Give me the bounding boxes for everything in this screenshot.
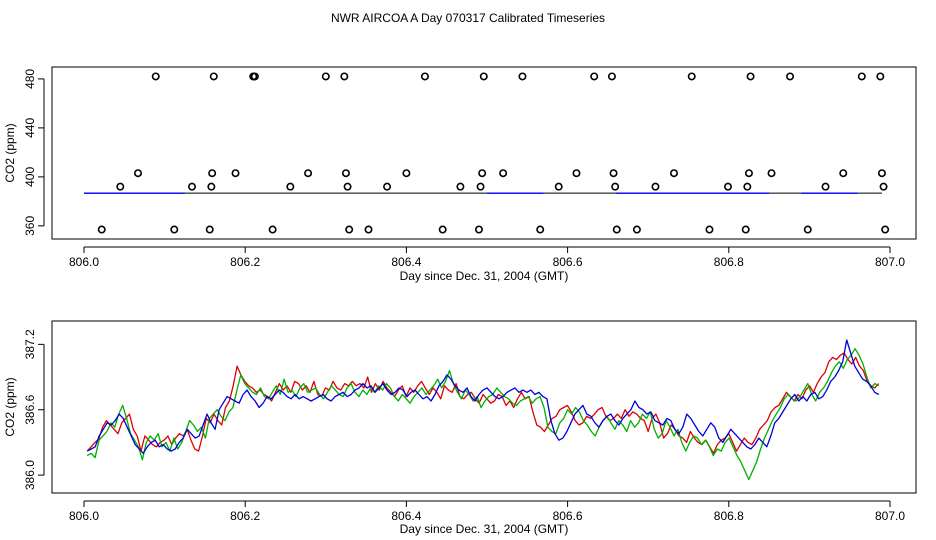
data-point [786,72,795,81]
series-lines-bottom [86,339,880,481]
data-point [474,225,483,234]
data-point [536,225,545,234]
data-point [687,72,696,81]
y-tick-label: 386.6 [23,394,37,424]
scatter-points-top [97,72,890,234]
data-point [205,225,214,234]
data-point [304,169,313,178]
chart-title: NWR AIRCOA A Day 070317 Calibrated Times… [331,11,605,25]
data-point [231,169,240,178]
data-point [341,169,350,178]
data-point [383,182,392,191]
data-point [188,182,197,191]
x-tick-label: 806.2 [230,509,260,523]
data-point [499,169,508,178]
data-point [651,182,660,191]
data-point [116,182,125,191]
data-point [343,182,352,191]
data-point [518,72,527,81]
data-point [97,225,106,234]
data-point [632,225,641,234]
y-tick-label: 440 [23,118,37,138]
data-point [134,169,143,178]
data-point [209,72,218,81]
x-tick-label: 806.8 [714,509,744,523]
data-point [364,225,373,234]
data-point [250,72,259,81]
panel-bottom: 806.0 806.2 806.4 806.6 806.8 807.0 386.0 386.6… [3,320,917,536]
data-point [612,225,621,234]
x-tick-label: 806.0 [69,255,99,269]
data-point [669,169,678,178]
data-point [420,72,429,81]
data-point [554,182,563,191]
y-tick-label: 386.0 [23,460,37,490]
x-tick-label: 806.8 [714,255,744,269]
x-tick-label: 806.0 [69,509,99,523]
x-tick-label: 806.6 [553,509,583,523]
panel-top: 806.0 806.2 806.4 806.6 806.8 807.0 360 400 440 4… [3,66,917,283]
data-point [705,225,714,234]
data-point [744,169,753,178]
y-axis-label-bottom: CO2 (ppm) [3,377,17,436]
data-point [857,72,866,81]
data-point [767,169,776,178]
data-point [572,169,581,178]
axes-top: 806.0 806.2 806.4 806.6 806.8 807.0 360 400 440 4… [23,69,905,269]
y-tick-label: 400 [23,167,37,187]
data-point [340,72,349,81]
x-tick-label: 807.0 [875,509,905,523]
data-point [879,182,888,191]
data-point [438,225,447,234]
axes-bottom: 806.0 806.2 806.4 806.6 806.8 807.0 386.0 386.6… [23,329,905,523]
x-tick-label: 807.0 [875,255,905,269]
data-point [746,72,755,81]
y-tick-label: 480 [23,69,37,89]
series-line-red [86,352,880,454]
plot-frame-bottom [51,320,917,494]
data-point [151,72,160,81]
y-tick-label: 360 [23,216,37,236]
data-point [839,169,848,178]
data-point [741,225,750,234]
data-point [476,182,485,191]
data-point [609,169,618,178]
data-point [207,182,216,191]
data-point [723,182,732,191]
data-point [876,72,885,81]
data-point [402,169,411,178]
x-tick-label: 806.4 [391,255,421,269]
data-point [208,169,217,178]
data-point [478,169,487,178]
y-axis-label-top: CO2 (ppm) [3,123,17,182]
data-point [479,72,488,81]
data-point [743,182,752,191]
data-point [821,182,830,191]
x-tick-label: 806.2 [230,255,260,269]
data-point [590,72,599,81]
data-point [286,182,295,191]
plot-frame-top [51,66,917,240]
series-line-green [86,348,880,481]
data-point [803,225,812,234]
x-axis-label-top: Day since Dec. 31, 2004 (GMT) [400,269,569,283]
x-tick-label: 806.6 [553,255,583,269]
data-point [607,72,616,81]
series-line-blue [86,339,880,454]
data-point [611,182,620,191]
x-tick-label: 806.4 [391,509,421,523]
data-point [345,225,354,234]
data-point [268,225,277,234]
data-point [170,225,179,234]
y-tick-label: 387.2 [23,329,37,359]
data-point [877,169,886,178]
data-point [881,225,890,234]
x-axis-label-bottom: Day since Dec. 31, 2004 (GMT) [400,522,569,536]
data-point [456,182,465,191]
data-point [321,72,330,81]
